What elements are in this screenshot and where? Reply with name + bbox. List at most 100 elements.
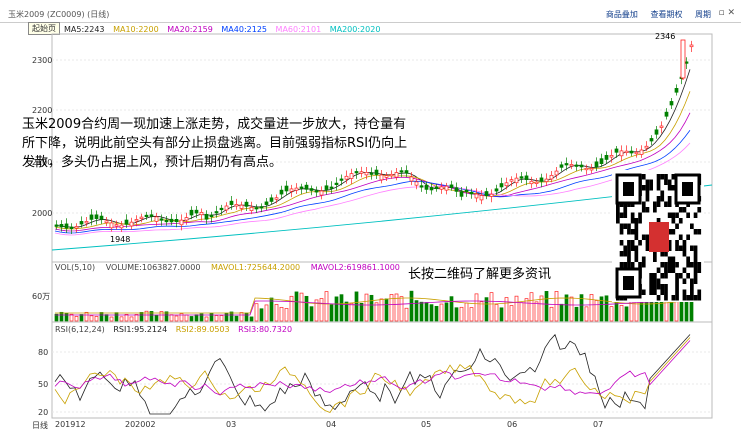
volume-bar: [64, 312, 69, 322]
volume-bar: [484, 297, 489, 322]
volume-bar: [544, 291, 549, 322]
volume-bar: [104, 314, 109, 322]
qr-module: [641, 174, 646, 180]
candle-body: [474, 193, 479, 199]
candle-body: [259, 206, 264, 209]
candle-body: [439, 186, 444, 190]
candle-body: [224, 205, 229, 211]
volume-bar: [239, 312, 244, 322]
qr-module: [653, 251, 657, 257]
volume-bar: [354, 291, 359, 322]
qr-module: [664, 295, 668, 301]
volume-bar: [204, 316, 209, 322]
start-page-tab[interactable]: 起始页: [28, 22, 60, 35]
volume-bar: [369, 294, 374, 322]
candle-body: [594, 161, 599, 168]
candle-body: [564, 163, 569, 166]
candle-body: [219, 207, 224, 211]
price-axis-2300: 2300: [32, 56, 53, 65]
qr-module: [667, 201, 672, 207]
volume-bar: [99, 312, 104, 322]
qr-module: [627, 251, 631, 257]
qr-module: [627, 223, 631, 229]
candle-body: [294, 187, 299, 191]
qr-module: [641, 234, 646, 240]
volume-bar: [344, 301, 349, 322]
candle-body: [614, 148, 619, 153]
volume-bar: [114, 312, 119, 322]
candle-body: [539, 177, 544, 182]
qr-module: [656, 295, 661, 301]
qr-module: [693, 212, 698, 218]
candle-body: [569, 164, 574, 167]
restore-icon[interactable]: ▫: [718, 8, 725, 18]
volume-bar: [74, 316, 79, 322]
qr-module: [664, 289, 668, 295]
volume-bar: [289, 295, 294, 322]
qr-module: [634, 218, 639, 224]
candle-body: [364, 172, 369, 176]
candle-body: [484, 191, 489, 197]
volume-bar: [349, 303, 354, 322]
candle-body: [414, 181, 419, 186]
volume-bar: [649, 299, 654, 322]
qr-module: [675, 245, 679, 251]
candle-body: [579, 164, 584, 168]
period-tab-daily[interactable]: 日线: [32, 421, 48, 430]
qr-module: [649, 185, 653, 191]
candle-body: [229, 200, 234, 205]
rsi-axis-50: 50: [38, 380, 49, 389]
qr-module: [682, 240, 687, 246]
qr-module: [645, 190, 650, 196]
qr-module: [619, 240, 624, 246]
qr-code[interactable]: [612, 170, 704, 302]
ma10-label: MA10:2200: [113, 25, 159, 34]
candle-body: [54, 224, 59, 227]
qr-module: [656, 278, 661, 284]
volume-bars: [54, 287, 694, 322]
overlay-commodity-button[interactable]: 商品叠加: [605, 10, 638, 19]
candle-body: [419, 185, 424, 188]
x-axis-06: 06: [507, 420, 518, 429]
volume-bar: [554, 291, 559, 322]
candle-body: [339, 178, 344, 181]
qr-module: [656, 284, 661, 290]
candle-body: [149, 214, 154, 217]
qr-module: [678, 273, 683, 279]
qr-module: [634, 229, 639, 235]
candle-body: [194, 209, 199, 214]
view-options-button[interactable]: 查看期权: [650, 10, 683, 19]
qr-module: [690, 289, 694, 295]
volume-bar: [414, 300, 419, 322]
candle-body: [109, 222, 114, 229]
volume-bar: [179, 313, 184, 322]
volume-bar: [524, 298, 529, 322]
rsi-line-1: [54, 337, 691, 413]
candle-body: [684, 61, 689, 64]
volume-bar: [109, 316, 114, 322]
qr-module: [656, 218, 661, 224]
candle-body: [239, 204, 244, 209]
qr-module: [653, 289, 657, 295]
candle-body: [254, 207, 259, 210]
volume-bar: [119, 316, 124, 322]
volume-bar: [529, 292, 534, 322]
qr-logo: [649, 222, 669, 252]
qr-module: [616, 212, 620, 218]
x-axis-03: 03: [226, 420, 237, 429]
qr-module: [675, 212, 679, 218]
volume-bar: [279, 306, 284, 322]
x-axis-07: 07: [593, 420, 604, 429]
mavol1-label: MAVOL1:725644.2000: [210, 263, 301, 272]
qr-module: [671, 185, 676, 191]
volume-bar: [229, 311, 234, 322]
close-icon[interactable]: ✕: [727, 8, 735, 18]
commentary-text: 玉米2009合约周一现加速上涨走势，成交量进一步放大，持仓量有所下降，说明此前空…: [22, 117, 408, 170]
qr-module: [667, 212, 672, 218]
volume-bar: [269, 297, 274, 322]
period-button[interactable]: 周期: [695, 10, 711, 19]
volume-bar: [594, 300, 599, 322]
qr-module: [619, 251, 624, 257]
candle-body: [274, 197, 279, 200]
qr-module: [667, 179, 672, 185]
